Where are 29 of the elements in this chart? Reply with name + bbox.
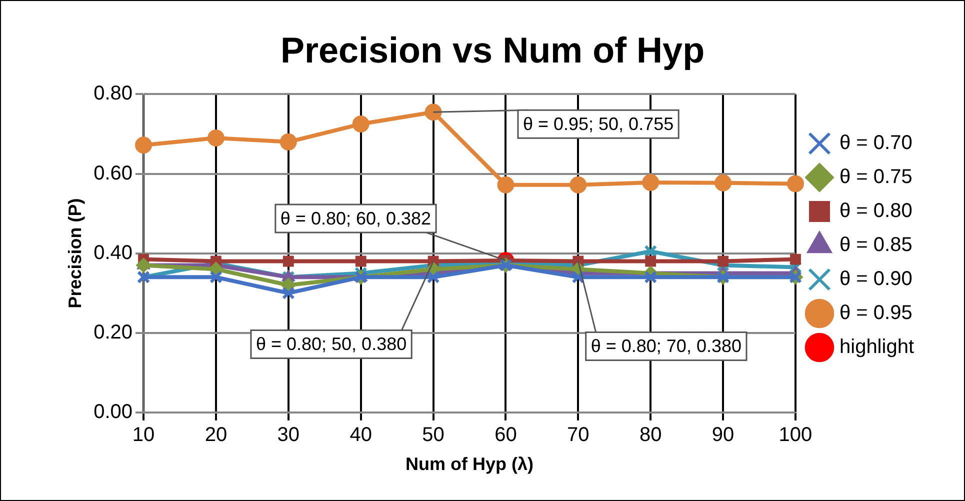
x-tick-label: 20 [204, 424, 228, 446]
x-tick-label: 100 [778, 424, 812, 446]
x-tick-label: 50 [422, 424, 444, 446]
y-tick-label: 0.40 [94, 242, 133, 264]
y-tick-label: 0.80 [94, 82, 133, 105]
y-tick-label: 0.00 [94, 400, 133, 423]
legend-label: θ = 0.80 [840, 200, 912, 222]
legend-label: θ = 0.90 [840, 268, 912, 290]
legend-label: θ = 0.70 [840, 132, 912, 154]
x-tick-label: 90 [712, 424, 734, 446]
annotation: θ = 0.95; 50, 0.755 [522, 114, 674, 134]
chart-title: Precision vs Num of Hyp [280, 30, 705, 71]
legend-label: θ = 0.95 [840, 302, 912, 324]
y-tick-label: 0.20 [94, 321, 133, 344]
x-axis-title: Num of Hyp (λ) [406, 454, 534, 474]
x-tick-label: 40 [350, 424, 372, 446]
y-axis-title: Precision (P) [64, 198, 85, 308]
legend-label: θ = 0.85 [840, 234, 912, 256]
legend-label: θ = 0.75 [840, 166, 912, 188]
annotation: θ = 0.80; 70, 0.380 [590, 336, 742, 356]
x-tick-label: 30 [277, 424, 300, 446]
x-tick-label: 80 [639, 424, 662, 446]
x-tick-label: 10 [132, 424, 155, 446]
x-tick-label: 70 [567, 424, 590, 446]
annotation: θ = 0.80; 60, 0.382 [280, 208, 432, 228]
legend-label: highlight [840, 336, 914, 358]
y-tick-label: 0.60 [94, 162, 133, 184]
x-tick-label: 60 [494, 424, 517, 446]
annotation: θ = 0.80; 50, 0.380 [256, 334, 407, 354]
